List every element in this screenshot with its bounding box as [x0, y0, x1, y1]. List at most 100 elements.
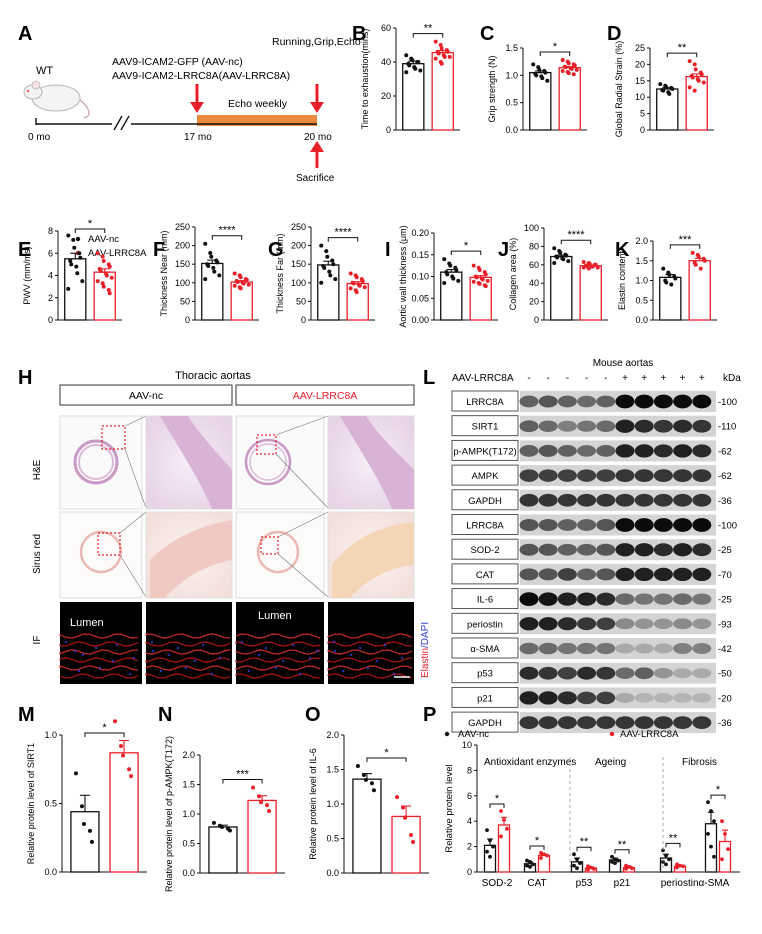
- dapi-nucleus: [77, 669, 81, 673]
- data-point: [206, 264, 211, 269]
- blot-band: [577, 420, 597, 432]
- data-point: [661, 848, 665, 853]
- data-point: [572, 852, 576, 857]
- data-point: [203, 277, 208, 282]
- y-axis-label: Aortic wall thickness (μm): [398, 225, 408, 327]
- blot-band: [692, 618, 712, 630]
- data-point: [107, 291, 112, 296]
- significance-stars: *: [102, 722, 107, 734]
- protein-label-box: [451, 390, 519, 412]
- dapi-nucleus: [111, 659, 115, 663]
- data-point: [673, 276, 678, 281]
- blot-band: [653, 419, 673, 433]
- bar-nc: [201, 262, 224, 321]
- data-point: [78, 255, 83, 260]
- dapi-nucleus: [264, 646, 268, 650]
- data-point: [211, 265, 216, 270]
- panel-label-f: F: [153, 239, 165, 261]
- elastin-lamella: [235, 633, 321, 639]
- y-tick-label: 1.0: [635, 276, 648, 286]
- y-tick-label: 8: [48, 226, 53, 236]
- data-point: [584, 263, 589, 268]
- data-point: [589, 865, 593, 870]
- dapi-nucleus: [151, 649, 155, 653]
- y-tick-label: 6: [467, 791, 472, 801]
- blot-band: [557, 716, 577, 729]
- data-point: [483, 272, 488, 277]
- y-tick-label: 80: [529, 241, 539, 251]
- data-point: [235, 280, 240, 285]
- row-label-sirius: Sirus red: [32, 534, 43, 574]
- y-tick-label: 2.0: [326, 730, 339, 740]
- blot-band: [519, 617, 539, 631]
- blot-band: [634, 693, 654, 703]
- data-point: [723, 832, 727, 836]
- y-tick-label: 100: [524, 223, 539, 233]
- blot-band: [557, 493, 577, 507]
- significance-stars: ****: [218, 225, 236, 237]
- chart-b: B 0 20 40 60 Time to exhaustion(mins) **: [352, 23, 460, 135]
- data-point: [66, 233, 71, 238]
- blot-band: [538, 568, 558, 581]
- dapi-nucleus: [308, 656, 312, 660]
- dapi-nucleus: [383, 643, 387, 647]
- dapi-nucleus: [98, 666, 102, 670]
- dapi-nucleus: [167, 653, 171, 657]
- data-point: [127, 767, 132, 772]
- blot-band: [634, 518, 654, 532]
- y-tick-label: 0: [386, 125, 391, 135]
- data-point: [212, 269, 217, 274]
- y-axis-label: Relative protein level: [444, 764, 455, 852]
- data-point: [257, 794, 262, 799]
- data-point: [709, 844, 713, 849]
- y-tick-label: 20: [381, 91, 391, 101]
- significance-stars: *: [716, 784, 721, 796]
- bar-nc: [70, 811, 100, 873]
- blot-band: [577, 592, 597, 606]
- significance-stars: *: [535, 835, 540, 847]
- blot-band: [519, 469, 539, 482]
- bar-nc: [352, 778, 382, 874]
- significance-stars: *: [553, 41, 558, 53]
- treatment-sign: +: [641, 373, 647, 384]
- data-point: [658, 82, 663, 87]
- y-tick-label: 20: [635, 59, 645, 69]
- time-17-label: 17 mo: [184, 132, 212, 143]
- elastin-lamella: [327, 665, 413, 671]
- significance-bracket: [74, 228, 106, 233]
- blot-band: [634, 394, 654, 409]
- data-point: [442, 54, 447, 59]
- dapi-nucleus: [257, 653, 261, 657]
- significance-bracket: [666, 52, 698, 58]
- data-point: [433, 56, 438, 61]
- panel-label-h: H: [18, 367, 32, 389]
- dapi-nucleus: [159, 669, 163, 673]
- data-point: [354, 290, 359, 295]
- data-point: [438, 43, 443, 47]
- significance-stars: **: [678, 42, 687, 54]
- blot-band: [538, 493, 558, 507]
- bar-nc: [550, 255, 573, 321]
- data-point: [322, 265, 327, 270]
- kda-header: kDa: [723, 373, 741, 384]
- blot-band: [577, 666, 597, 680]
- protein-label: AMPK: [472, 471, 500, 482]
- dapi-nucleus: [193, 659, 197, 663]
- blot-band: [615, 444, 635, 458]
- panel-label-c: C: [480, 23, 494, 45]
- row-label-he: H&E: [32, 459, 43, 480]
- protein-label: SOD-2: [470, 545, 499, 556]
- panel-label-e: E: [18, 239, 31, 261]
- protein-label: GAPDH: [468, 718, 502, 729]
- y-tick-label: 4: [467, 816, 472, 826]
- protein-label-box: [451, 637, 519, 659]
- data-point: [545, 853, 549, 858]
- protein-label-box: [451, 711, 519, 733]
- data-point: [592, 866, 596, 871]
- blot-band: [538, 543, 558, 556]
- blot-band: [557, 592, 577, 606]
- blot-band: [557, 420, 577, 432]
- data-point: [693, 67, 698, 72]
- treatment-label: AAV-LRRC8A: [452, 373, 514, 384]
